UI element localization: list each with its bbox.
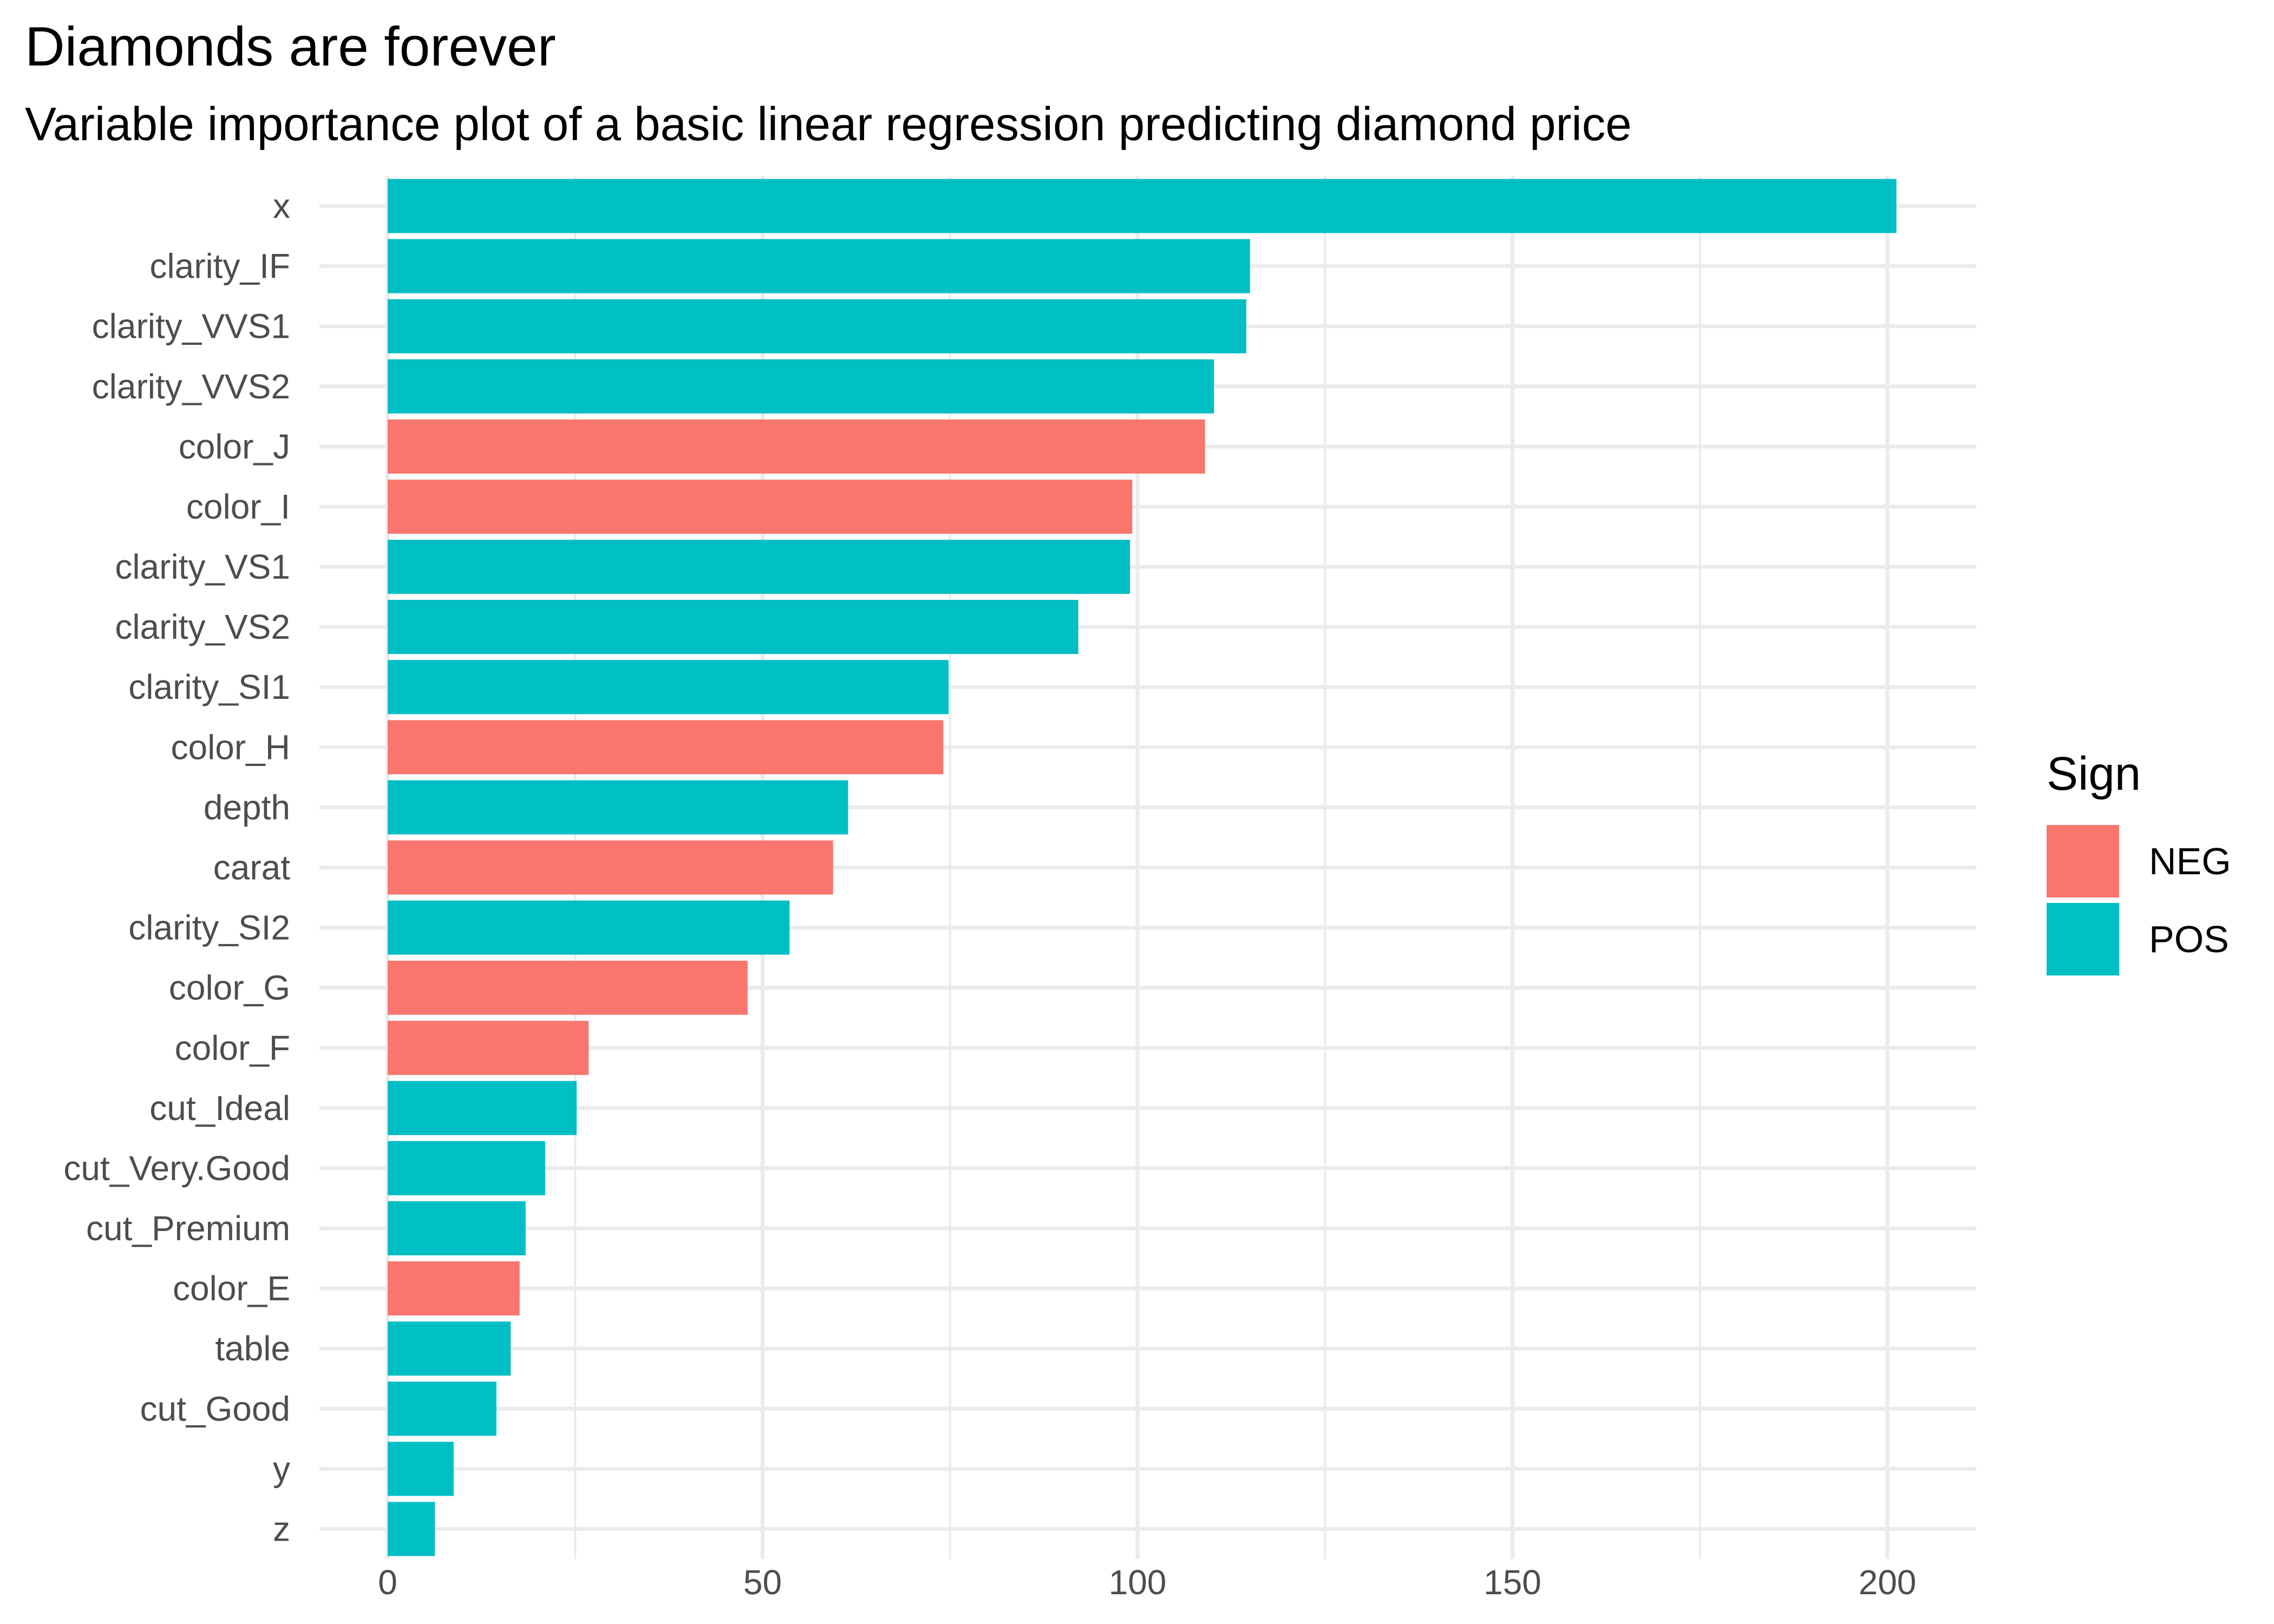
y-tick-label: carat bbox=[213, 848, 291, 887]
legend-swatch-neg bbox=[2047, 825, 2119, 898]
y-tick-label: z bbox=[273, 1509, 290, 1548]
bar-x bbox=[388, 179, 1897, 233]
y-tick-label: color_I bbox=[186, 487, 290, 526]
bar-color-i bbox=[388, 479, 1133, 534]
legend-label-pos: POS bbox=[2149, 918, 2229, 960]
y-tick-label: clarity_SI1 bbox=[128, 667, 290, 706]
y-tick-label: clarity_SI2 bbox=[128, 908, 290, 947]
x-tick-label: 50 bbox=[743, 1563, 782, 1602]
legend: Sign NEG POS bbox=[2047, 747, 2231, 979]
x-tick-label: 150 bbox=[1484, 1563, 1541, 1602]
bars bbox=[388, 179, 1897, 1556]
bar-color-e bbox=[388, 1261, 520, 1316]
legend-title: Sign bbox=[2047, 748, 2141, 800]
y-tick-label: y bbox=[273, 1449, 290, 1488]
bar-clarity-si2 bbox=[388, 900, 790, 955]
legend-item-pos: POS bbox=[2047, 901, 2231, 978]
y-tick-label: clarity_VS1 bbox=[115, 547, 290, 586]
bar-color-f bbox=[388, 1020, 589, 1075]
x-tick-label: 0 bbox=[378, 1563, 397, 1602]
y-tick-label: clarity_VS2 bbox=[115, 607, 290, 646]
bar-color-h bbox=[388, 720, 944, 775]
x-axis-tick-labels: 0 50 100 150 200 bbox=[378, 1563, 1916, 1602]
bar-carat bbox=[388, 840, 833, 895]
legend-label-neg: NEG bbox=[2149, 840, 2231, 882]
bar-y bbox=[388, 1442, 454, 1496]
bar-z bbox=[388, 1502, 435, 1556]
y-tick-label: cut_Good bbox=[140, 1389, 290, 1428]
y-tick-label: color_G bbox=[169, 968, 290, 1007]
bar-depth bbox=[388, 780, 848, 835]
bar-cut-very-good bbox=[388, 1141, 545, 1195]
y-tick-label: color_H bbox=[171, 728, 290, 767]
y-tick-label: color_J bbox=[179, 427, 290, 466]
y-tick-label: depth bbox=[204, 788, 290, 827]
bar-clarity-if bbox=[388, 239, 1250, 293]
bar-cut-premium bbox=[388, 1201, 526, 1256]
bar-clarity-si1 bbox=[388, 660, 949, 715]
y-tick-label: color_E bbox=[173, 1269, 290, 1308]
bar-cut-ideal bbox=[388, 1081, 577, 1135]
y-tick-label: clarity_VVS1 bbox=[92, 307, 290, 346]
y-tick-label: color_F bbox=[175, 1029, 290, 1068]
y-tick-label: cut_Very.Good bbox=[63, 1149, 290, 1188]
y-tick-label: table bbox=[215, 1329, 290, 1368]
bar-clarity-vs2 bbox=[388, 600, 1079, 654]
chart-title: Diamonds are forever bbox=[25, 16, 556, 77]
x-tick-label: 100 bbox=[1109, 1563, 1167, 1602]
y-tick-label: clarity_VVS2 bbox=[92, 367, 290, 406]
bar-color-j bbox=[388, 419, 1205, 474]
legend-item-neg: NEG bbox=[2047, 823, 2231, 900]
bar-table bbox=[388, 1321, 511, 1376]
legend-swatch-pos bbox=[2047, 903, 2119, 975]
y-tick-label: cut_Premium bbox=[86, 1209, 290, 1248]
y-tick-label: cut_Ideal bbox=[149, 1089, 290, 1128]
y-tick-label: x bbox=[273, 187, 290, 226]
chart-subtitle: Variable importance plot of a basic line… bbox=[25, 98, 1632, 150]
y-axis-tick-labels: x clarity_IF clarity_VVS1 clarity_VVS2color… bbox=[63, 187, 290, 1549]
bar-clarity-vs1 bbox=[388, 540, 1131, 594]
bar-cut-good bbox=[388, 1381, 496, 1436]
bar-color-g bbox=[388, 960, 748, 1015]
y-tick-label: clarity_IF bbox=[149, 247, 290, 286]
x-tick-label: 200 bbox=[1859, 1563, 1917, 1602]
bar-clarity-vvs2 bbox=[388, 359, 1214, 414]
bar-clarity-vvs1 bbox=[388, 299, 1246, 353]
